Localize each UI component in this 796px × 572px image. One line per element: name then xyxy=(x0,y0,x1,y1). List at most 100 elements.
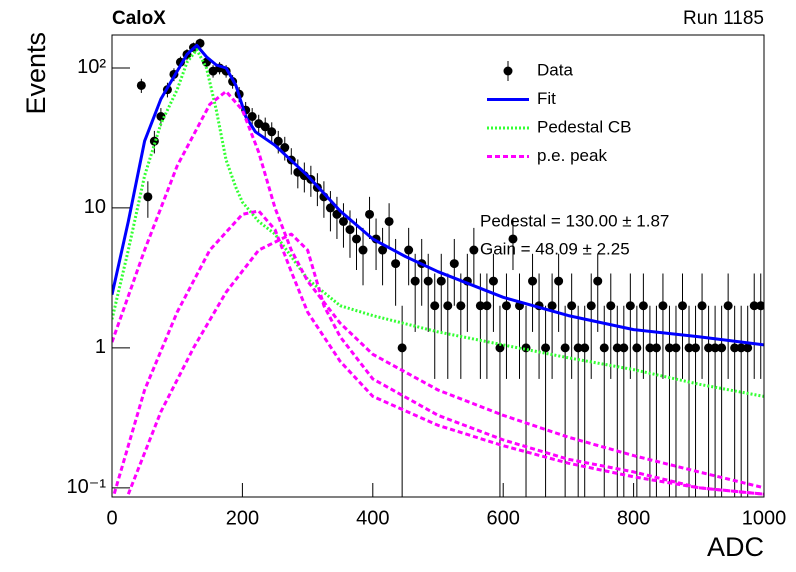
data-point xyxy=(358,245,368,255)
chart-title: CaloX xyxy=(112,8,166,29)
data-point xyxy=(586,301,596,311)
data-point xyxy=(554,276,564,286)
data-point xyxy=(599,343,609,353)
data-point xyxy=(143,192,153,202)
legend-label: Fit xyxy=(537,89,556,108)
data-point xyxy=(456,301,466,311)
data-point xyxy=(430,301,440,311)
data-point xyxy=(567,301,577,311)
data-point xyxy=(267,127,277,137)
data-point xyxy=(560,343,570,353)
data-point xyxy=(501,301,511,311)
data-point xyxy=(365,209,375,219)
data-point xyxy=(391,259,401,269)
data-point xyxy=(338,216,348,226)
data-point xyxy=(495,343,505,353)
legend-label: Data xyxy=(537,60,573,79)
legend-label: Pedestal CB xyxy=(537,117,632,136)
data-point xyxy=(156,111,166,121)
data-point xyxy=(697,301,707,311)
data-point xyxy=(547,301,557,311)
y-tick-label: 10 xyxy=(84,196,106,218)
legend: Data Fit Pedestal CB p.e. peak xyxy=(487,60,632,165)
data-point xyxy=(521,343,531,353)
data-point xyxy=(573,343,583,353)
data-point xyxy=(723,301,733,311)
y-tick-label: 10⁻¹ xyxy=(67,476,107,498)
x-tick-label: 1000 xyxy=(742,507,787,529)
data-point xyxy=(247,111,257,121)
data-point xyxy=(404,245,414,255)
data-point xyxy=(710,343,720,353)
data-point xyxy=(691,343,701,353)
y-axis-title: Events xyxy=(21,32,51,115)
data-point xyxy=(280,143,290,153)
data-point xyxy=(482,301,492,311)
data-point xyxy=(397,343,407,353)
data-point xyxy=(384,216,394,226)
y-tick-label: 1 xyxy=(95,336,106,358)
data-point xyxy=(528,276,538,286)
fit-curve xyxy=(112,43,764,347)
data-point xyxy=(651,343,661,353)
data-point xyxy=(488,276,498,286)
data-point xyxy=(273,136,283,146)
x-tick-label: 800 xyxy=(617,507,650,529)
data-point xyxy=(736,343,746,353)
fit-annotation: Gain = 48.09 ± 2.25 xyxy=(480,239,630,258)
plot-area xyxy=(112,38,764,497)
y-tick-label: 10² xyxy=(77,56,106,78)
data-point xyxy=(606,301,616,311)
legend-label: p.e. peak xyxy=(537,146,607,165)
data-point xyxy=(593,276,603,286)
data-point xyxy=(475,301,485,311)
data-point xyxy=(664,343,674,353)
data-point xyxy=(625,301,635,311)
data-point xyxy=(671,343,681,353)
fit-annotation: Pedestal = 130.00 ± 1.87 xyxy=(480,211,669,230)
x-tick-label: 200 xyxy=(226,507,259,529)
data-point xyxy=(352,234,361,244)
data-point xyxy=(717,343,727,353)
data-point xyxy=(632,343,642,353)
x-tick-label: 400 xyxy=(356,507,389,529)
fit-curve xyxy=(112,209,764,497)
data-point xyxy=(443,301,453,311)
fit-curve xyxy=(112,48,764,398)
data-point xyxy=(325,203,335,213)
data-point xyxy=(436,276,446,286)
data-point xyxy=(423,276,433,286)
data-point xyxy=(756,301,764,311)
fit-curve xyxy=(112,89,764,490)
legend-marker xyxy=(503,66,513,76)
data-point xyxy=(730,343,740,353)
data-point xyxy=(469,245,479,255)
data-point xyxy=(638,301,648,311)
x-axis-title: ADC xyxy=(707,532,764,562)
data-point xyxy=(136,80,146,90)
fit-curve xyxy=(126,232,764,496)
data-point xyxy=(684,343,694,353)
data-point xyxy=(678,301,687,311)
data-point xyxy=(541,343,551,353)
data-point xyxy=(645,343,655,353)
data-point xyxy=(743,343,753,353)
axes: 0 200 400 600 800 1000 10⁻¹ 1 10 10² xyxy=(67,56,787,529)
data-point xyxy=(704,343,714,353)
run-label: Run 1185 xyxy=(683,8,764,29)
data-point xyxy=(410,276,420,286)
data-point xyxy=(449,259,459,269)
x-tick-label: 0 xyxy=(106,507,117,529)
data-point xyxy=(619,343,629,353)
data-point xyxy=(612,343,622,353)
data-point xyxy=(580,343,590,353)
data-point xyxy=(749,301,759,311)
data-point xyxy=(508,234,518,244)
data-point xyxy=(345,225,355,235)
frame xyxy=(111,34,765,498)
x-tick-label: 600 xyxy=(487,507,520,529)
data-point xyxy=(658,301,668,311)
data-point xyxy=(378,245,388,255)
